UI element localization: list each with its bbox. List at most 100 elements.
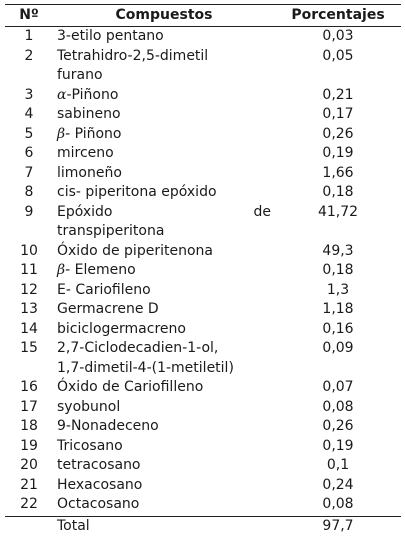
compound-name: Octacosano bbox=[53, 495, 275, 516]
compound-name: Tetrahidro-2,5-dimetil furano bbox=[53, 47, 275, 86]
compound-name: Hexacosano bbox=[53, 476, 275, 496]
compound-name: mirceno bbox=[53, 144, 275, 164]
compound-name-line2: 1,7-dimetil-4-(1-metiletil) bbox=[57, 359, 234, 376]
row-percentage: 0,19 bbox=[322, 437, 354, 454]
compound-name: β- Elemeno bbox=[53, 261, 275, 281]
row-number: 14 bbox=[20, 320, 38, 337]
compound-name: β- Piñono bbox=[53, 125, 275, 145]
row-number: 21 bbox=[20, 476, 38, 493]
row-number: 15 bbox=[20, 340, 38, 356]
row-percentage: 0,08 bbox=[322, 398, 354, 415]
row-percentage: 0,17 bbox=[322, 106, 354, 122]
compound-name-line1: 3-etilo pentano bbox=[57, 28, 164, 44]
greek-prefix: β bbox=[57, 125, 66, 142]
row-number: 19 bbox=[20, 437, 38, 454]
total-label: Total bbox=[53, 515, 275, 536]
table-row: 20 tetracosano 0,1 bbox=[5, 456, 401, 476]
compound-name: Tricosano bbox=[53, 437, 275, 457]
header-compounds: Compuestos bbox=[53, 4, 275, 27]
compound-name: 2,7-Ciclodecadien-1-ol, 1,7-dimetil-4-(1-… bbox=[53, 339, 275, 378]
compound-name-line1: Epóxido de bbox=[57, 203, 271, 220]
compound-name-line2: transpiperitona bbox=[57, 223, 165, 239]
compound-name-line1: - Piñono bbox=[65, 125, 122, 142]
row-number: 17 bbox=[20, 398, 38, 415]
row-percentage: 1,18 bbox=[322, 301, 354, 317]
table-row: 19 Tricosano 0,19 bbox=[5, 437, 401, 457]
row-number: 9 bbox=[24, 203, 34, 220]
compound-name-line1: Óxido de piperitenona bbox=[57, 242, 213, 259]
compound-name-line1: Hexacosano bbox=[57, 476, 143, 493]
compound-name-line1: -Piñono bbox=[66, 86, 119, 103]
compound-name-line1: Óxido de Cariofilleno bbox=[57, 379, 204, 395]
row-number: 22 bbox=[20, 496, 38, 512]
total-percentage: 97,7 bbox=[275, 515, 401, 536]
table-row: 22 Octacosano 0,08 bbox=[5, 495, 401, 516]
compound-name-line1: biciclogermacreno bbox=[57, 320, 186, 337]
compound-name: sabineno bbox=[53, 105, 275, 125]
row-percentage: 0,1 bbox=[326, 457, 350, 473]
compound-name-line1: 9-Nonadeceno bbox=[57, 418, 159, 434]
greek-prefix: α bbox=[57, 86, 67, 103]
compound-name-line1: Tricosano bbox=[57, 437, 123, 454]
table-header-row: Nº Compuestos Porcentajes bbox=[5, 4, 401, 27]
table-row: 15 2,7-Ciclodecadien-1-ol, 1,7-dimetil-4-(… bbox=[5, 339, 401, 378]
compound-name-line1: limoneño bbox=[57, 164, 122, 181]
table-row: 14 biciclogermacreno 0,16 bbox=[5, 320, 401, 340]
row-percentage: 0,07 bbox=[322, 379, 354, 395]
table-row: 8 cis- piperitona epóxido 0,18 bbox=[5, 183, 401, 203]
table-row: 16 Óxido de Cariofilleno 0,07 bbox=[5, 378, 401, 398]
table-row: 6 mirceno 0,19 bbox=[5, 144, 401, 164]
compounds-table: Nº Compuestos Porcentajes 1 3-etilo penta… bbox=[5, 4, 401, 536]
compound-name-line1: Germacrene D bbox=[57, 301, 159, 317]
compound-name: Óxido de Cariofilleno bbox=[53, 378, 275, 398]
row-number: 3 bbox=[24, 86, 34, 103]
compound-name: α-Piñono bbox=[53, 86, 275, 106]
row-number: 6 bbox=[24, 145, 34, 161]
row-number: 2 bbox=[24, 47, 34, 64]
row-number: 11 bbox=[20, 262, 38, 278]
row-percentage: 0,05 bbox=[322, 47, 354, 64]
compound-name-line1: - Elemeno bbox=[65, 262, 136, 278]
compound-name-line1: Octacosano bbox=[57, 496, 140, 512]
table-row: 21 Hexacosano 0,24 bbox=[5, 476, 401, 496]
compound-name: syobunol bbox=[53, 398, 275, 418]
row-percentage: 0,08 bbox=[322, 496, 354, 512]
row-number: 7 bbox=[24, 164, 34, 181]
row-percentage: 0,09 bbox=[322, 340, 354, 356]
compound-name: Germacrene D bbox=[53, 300, 275, 320]
row-number: 8 bbox=[24, 184, 34, 200]
total-row: Total 97,7 bbox=[5, 515, 401, 536]
table-row: 18 9-Nonadeceno 0,26 bbox=[5, 417, 401, 437]
total-empty-cell bbox=[5, 515, 53, 536]
compound-name-line1: cis- piperitona epóxido bbox=[57, 184, 217, 200]
compound-name: cis- piperitona epóxido bbox=[53, 183, 275, 203]
row-percentage: 1,66 bbox=[322, 164, 354, 181]
table-row: 11 β- Elemeno 0,18 bbox=[5, 261, 401, 281]
row-number: 12 bbox=[20, 281, 38, 298]
compound-name: limoneño bbox=[53, 164, 275, 184]
header-number: Nº bbox=[5, 4, 53, 27]
table-row: 3 α-Piñono 0,21 bbox=[5, 86, 401, 106]
row-percentage: 0,16 bbox=[322, 320, 354, 337]
compound-name: 9-Nonadeceno bbox=[53, 417, 275, 437]
table-row: 1 3-etilo pentano 0,03 bbox=[5, 27, 401, 47]
compound-name: Epóxido de transpiperitona bbox=[53, 203, 275, 242]
compound-name-line1: mirceno bbox=[57, 145, 114, 161]
row-percentage: 49,3 bbox=[322, 242, 354, 259]
table-row: 12 E- Cariofileno 1,3 bbox=[5, 281, 401, 301]
row-percentage: 0,24 bbox=[322, 476, 354, 493]
table-row: 10 Óxido de piperitenona 49,3 bbox=[5, 242, 401, 262]
compound-name: Óxido de piperitenona bbox=[53, 242, 275, 262]
row-number: 4 bbox=[24, 106, 34, 122]
row-number: 16 bbox=[20, 379, 38, 395]
row-percentage: 0,18 bbox=[322, 262, 354, 278]
row-percentage: 0,26 bbox=[322, 418, 354, 434]
header-percentages: Porcentajes bbox=[275, 4, 401, 27]
table-row: 9 Epóxido de transpiperitona 41,72 bbox=[5, 203, 401, 242]
row-percentage: 0,21 bbox=[322, 86, 354, 103]
row-number: 10 bbox=[20, 242, 38, 259]
compound-name-line1: Tetrahidro-2,5-dimetil bbox=[57, 47, 209, 64]
row-percentage: 0,19 bbox=[322, 145, 354, 161]
table-row: 17 syobunol 0,08 bbox=[5, 398, 401, 418]
row-percentage: 1,3 bbox=[326, 281, 350, 298]
